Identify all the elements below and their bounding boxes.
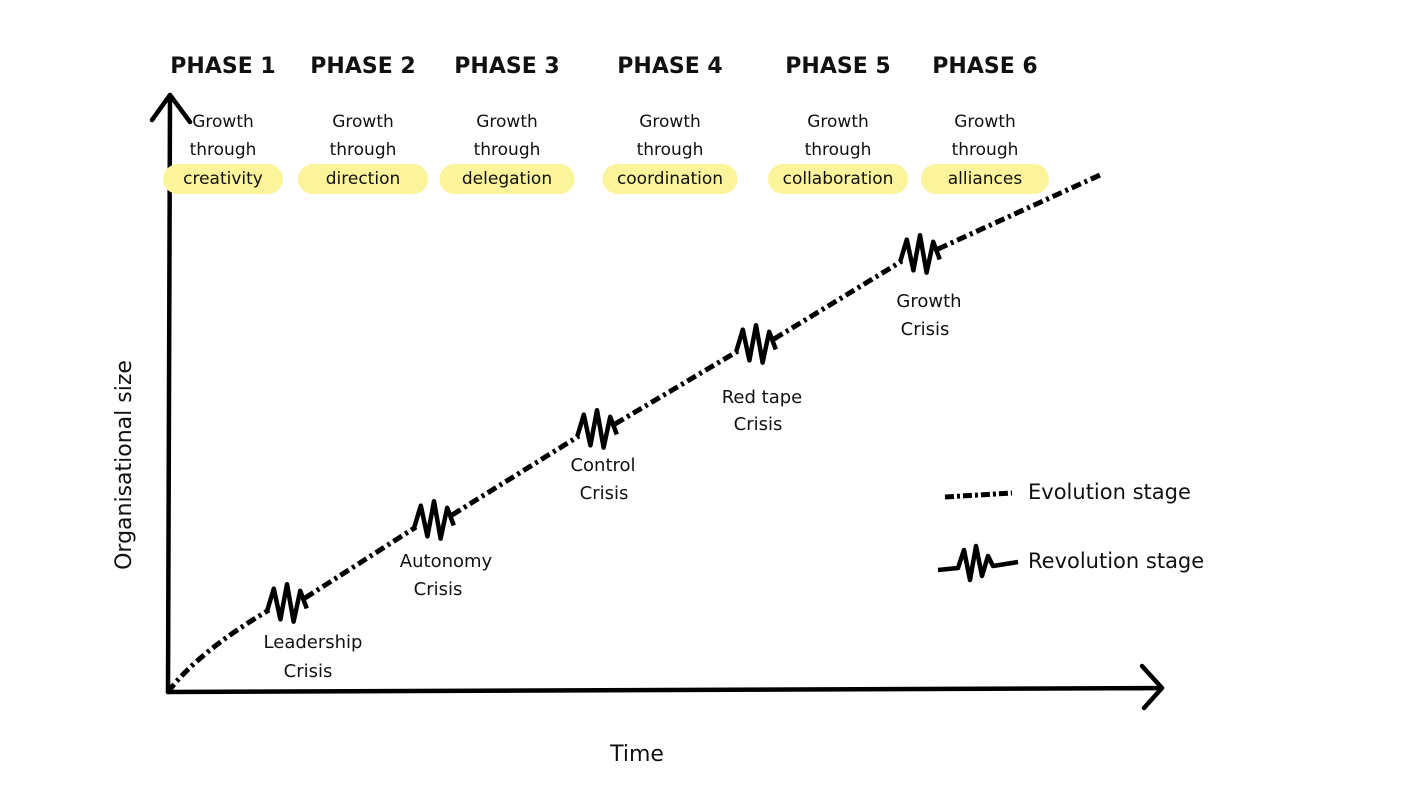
crisis-label: Leadership: [264, 632, 363, 653]
phase-title: PHASE 5: [785, 54, 890, 79]
evolution-line: [166, 607, 271, 694]
crisis-label: Growth: [896, 291, 961, 312]
crisis-label: Autonomy: [400, 551, 493, 572]
legend-evolution-label: Evolution stage: [1028, 480, 1191, 504]
evolution-line: [613, 348, 740, 427]
evolution-line: [936, 172, 1102, 252]
crisis-label: Crisis: [901, 319, 950, 340]
y-axis-label: Organisational size: [112, 360, 137, 570]
x-axis-label: Time: [609, 742, 664, 767]
phase-line: Growth: [192, 112, 254, 132]
phase-line: Growth: [476, 112, 538, 132]
phase-line: through: [805, 140, 872, 160]
highlight: [602, 164, 738, 194]
phase-focus: alliances: [948, 169, 1023, 189]
phase-title: PHASE 1: [170, 54, 275, 79]
x-axis: [165, 663, 1165, 711]
phase-focus: coordination: [617, 169, 723, 189]
revolution-zigzag: [898, 232, 942, 275]
crisis-label: Crisis: [414, 579, 463, 600]
phase-line: through: [190, 140, 257, 160]
evolution-line: [303, 524, 418, 601]
highlight: [439, 164, 575, 194]
phase-focus: direction: [326, 169, 401, 189]
phase-focus: creativity: [183, 169, 263, 189]
revolution-zigzag: [575, 407, 619, 450]
crisis-label: Crisis: [284, 661, 333, 682]
highlight: [298, 164, 428, 194]
phase-line: through: [952, 140, 1019, 160]
crisis-label: Red tape: [722, 387, 803, 408]
phase-line: Growth: [332, 112, 394, 132]
phase-title: PHASE 2: [310, 54, 415, 79]
highlight: [768, 164, 908, 194]
phase-title: PHASE 4: [617, 54, 722, 79]
revolution-zigzag: [734, 322, 778, 365]
revolution-zigzag: [412, 498, 456, 541]
highlight: [921, 164, 1049, 194]
y-axis: [149, 92, 193, 695]
legend-revolution-label: Revolution stage: [1028, 549, 1204, 573]
crisis-label: Control: [570, 455, 635, 476]
phase-line: through: [637, 140, 704, 160]
phase-line: Growth: [639, 112, 701, 132]
crisis-label: Crisis: [734, 414, 783, 435]
revolution-zigzag: [265, 581, 309, 624]
phase-focus: delegation: [462, 169, 552, 189]
crisis-label: Crisis: [580, 483, 629, 504]
phase-line: through: [474, 140, 541, 160]
phase-focus: collaboration: [783, 169, 894, 189]
legend-revolution-swatch: [937, 543, 1019, 583]
phase-line: Growth: [954, 112, 1016, 132]
phase-title: PHASE 6: [932, 54, 1037, 79]
evolution-line: [772, 258, 904, 342]
phase-title: PHASE 3: [454, 54, 559, 79]
phase-line: Growth: [807, 112, 869, 132]
phase-line: through: [330, 140, 397, 160]
evolution-line: [450, 433, 581, 518]
highlight: [163, 164, 283, 194]
legend-evolution-swatch: [944, 490, 1013, 500]
